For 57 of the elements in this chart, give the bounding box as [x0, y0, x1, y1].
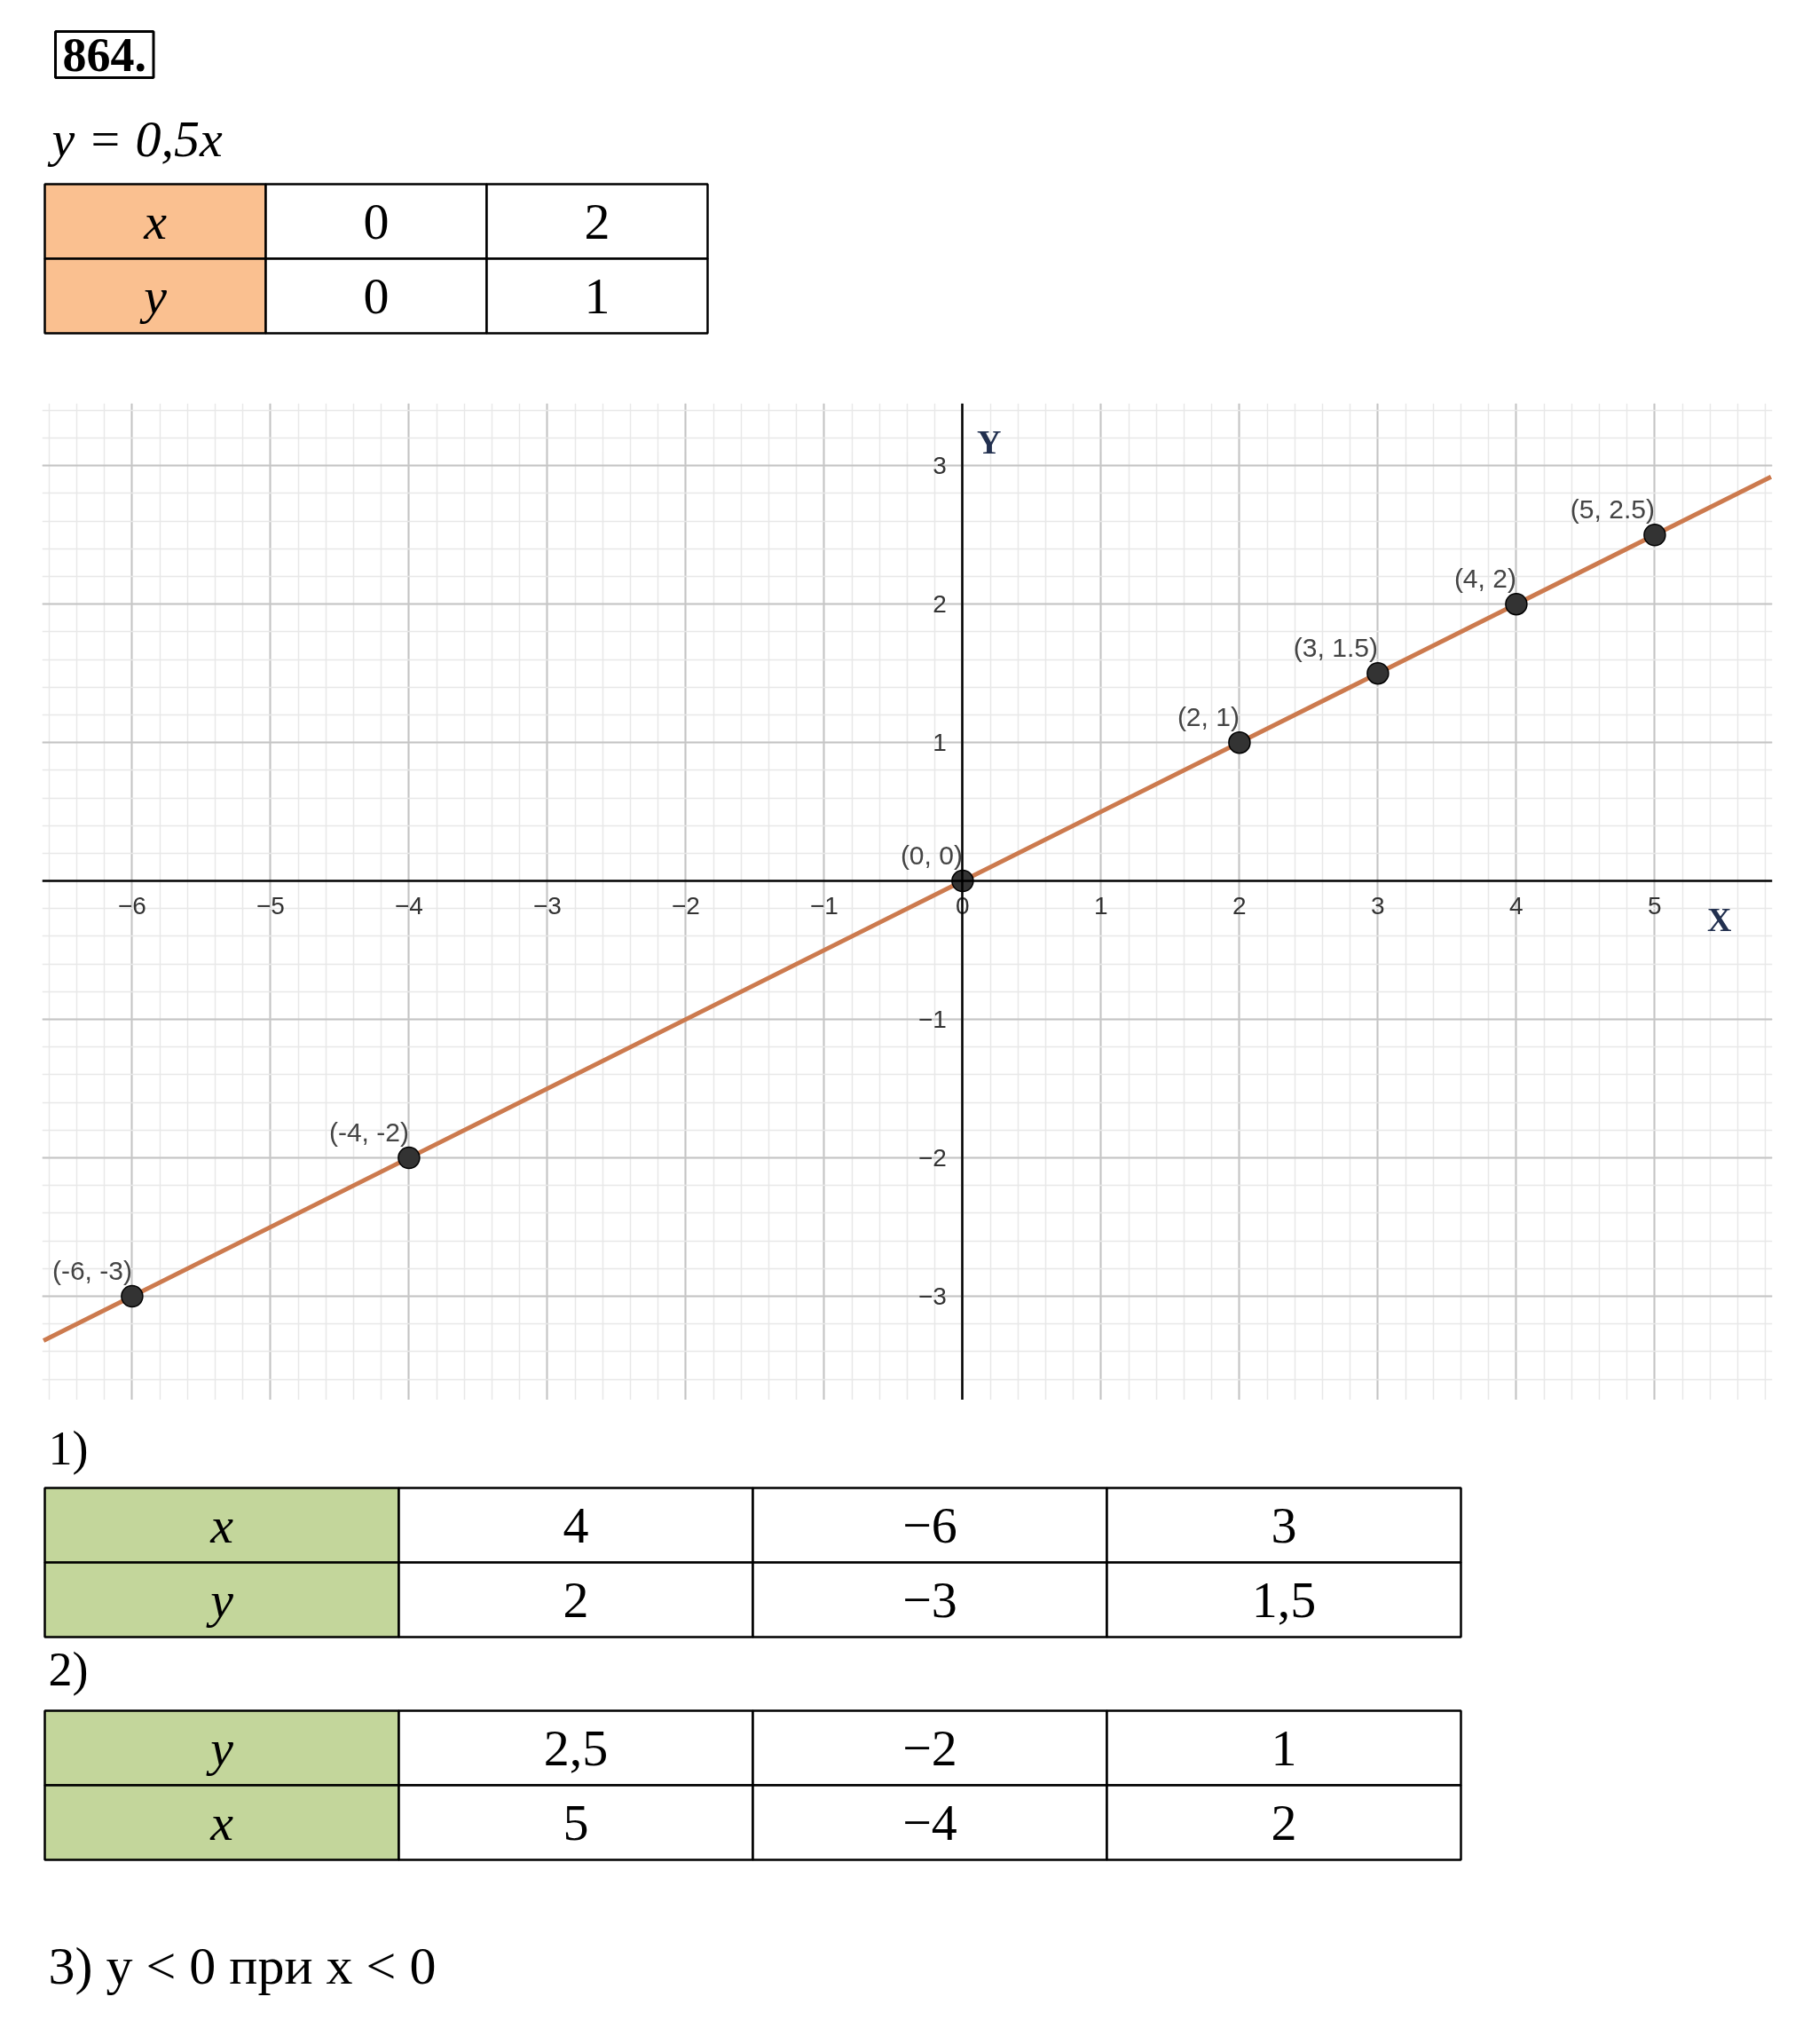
data-label: (2, 1) [1177, 701, 1240, 731]
x-tick-label: 4 [1509, 891, 1523, 919]
text: 1) [48, 1421, 89, 1475]
data-label: (4, 2) [1453, 563, 1516, 593]
y-axis-title: Y [976, 422, 1002, 461]
x-tick-label: 3 [1371, 891, 1385, 919]
x-tick-label: −4 [394, 891, 423, 919]
text: 5 [563, 1793, 589, 1851]
text: 1 [584, 266, 610, 325]
data-label: (3, 1.5) [1293, 632, 1378, 662]
x-axis-title: X [1707, 900, 1732, 938]
text: 2 [584, 192, 610, 250]
text: −4 [902, 1793, 957, 1851]
y-tick-label: 3 [933, 452, 947, 480]
text: 0 [363, 266, 390, 325]
point [1505, 592, 1528, 616]
point [121, 1284, 144, 1308]
x-tick-label: −5 [256, 891, 285, 919]
point [1643, 523, 1666, 547]
text: 2 [1271, 1793, 1297, 1851]
text: y [206, 1719, 234, 1777]
point [398, 1146, 421, 1170]
x-tick-label: −2 [671, 891, 700, 919]
y-tick-label: 2 [933, 590, 947, 619]
y-tick-label: 1 [933, 729, 947, 757]
text: y = 0,5x [47, 110, 223, 168]
y-tick-label: −3 [917, 1282, 947, 1311]
x-tick-label: −6 [117, 891, 146, 919]
x-tick-label: 1 [1094, 891, 1108, 919]
text: y [139, 267, 168, 325]
x-tick-label: −3 [532, 891, 562, 919]
text: x [209, 1496, 234, 1554]
text: 2,5 [543, 1718, 609, 1777]
point [1228, 730, 1251, 754]
text: 0 [363, 192, 390, 250]
text: 2) [48, 1642, 89, 1696]
y-tick-label: −2 [917, 1144, 947, 1172]
text: 2 [563, 1570, 589, 1629]
text: x [209, 1794, 234, 1851]
text: −6 [902, 1496, 957, 1554]
x-tick-label: 5 [1648, 891, 1662, 919]
x-tick-label: 2 [1232, 891, 1247, 919]
text: 3 [1271, 1496, 1297, 1554]
data-label: (-6, -3) [51, 1255, 132, 1285]
text: 1,5 [1251, 1570, 1317, 1629]
text: 4 [563, 1496, 589, 1554]
y-tick-label: −1 [917, 1006, 947, 1034]
text: 3) y < 0 при x < 0 [48, 1936, 437, 1995]
point [1366, 661, 1390, 685]
data-label: (5, 2.5) [1570, 493, 1655, 524]
text: y [206, 1571, 234, 1629]
data-label: (0, 0) [900, 840, 963, 870]
text: x [143, 193, 168, 250]
data-label: (-4, -2) [328, 1117, 409, 1147]
text: 864. [62, 28, 146, 82]
text: 1 [1271, 1718, 1297, 1777]
x-tick-label: −1 [809, 891, 839, 919]
